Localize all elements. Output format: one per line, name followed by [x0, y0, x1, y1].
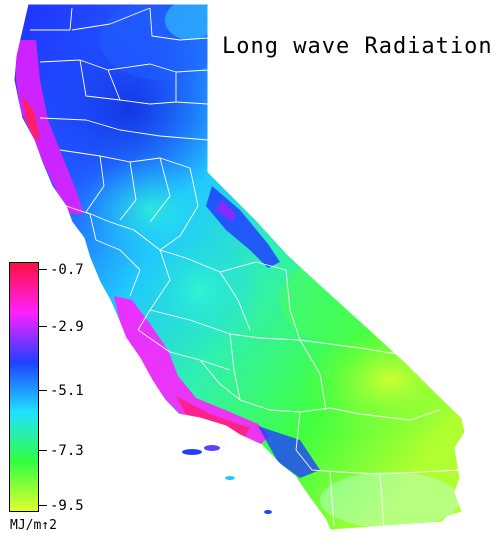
- legend-tick-label: -5.1: [50, 383, 84, 399]
- county-boundaries: [30, 7, 461, 529]
- legend-units: MJ/m↑2: [10, 518, 57, 533]
- legend-tick: [39, 390, 47, 391]
- legend-tick: [39, 269, 47, 270]
- channel-islands: [182, 445, 272, 514]
- legend-tick: [39, 326, 47, 327]
- legend-tick-label: -7.3: [50, 443, 84, 459]
- radiation-overlays: [14, 4, 465, 528]
- legend-color-bar: [9, 262, 39, 512]
- legend-tick: [39, 505, 47, 506]
- legend-tick-label: -0.7: [50, 262, 84, 278]
- legend-tick: [39, 450, 47, 451]
- map-title: Long wave Radiation: [222, 34, 493, 59]
- legend-tick-label: -2.9: [50, 319, 84, 335]
- legend-tick-label: -9.5: [50, 498, 84, 514]
